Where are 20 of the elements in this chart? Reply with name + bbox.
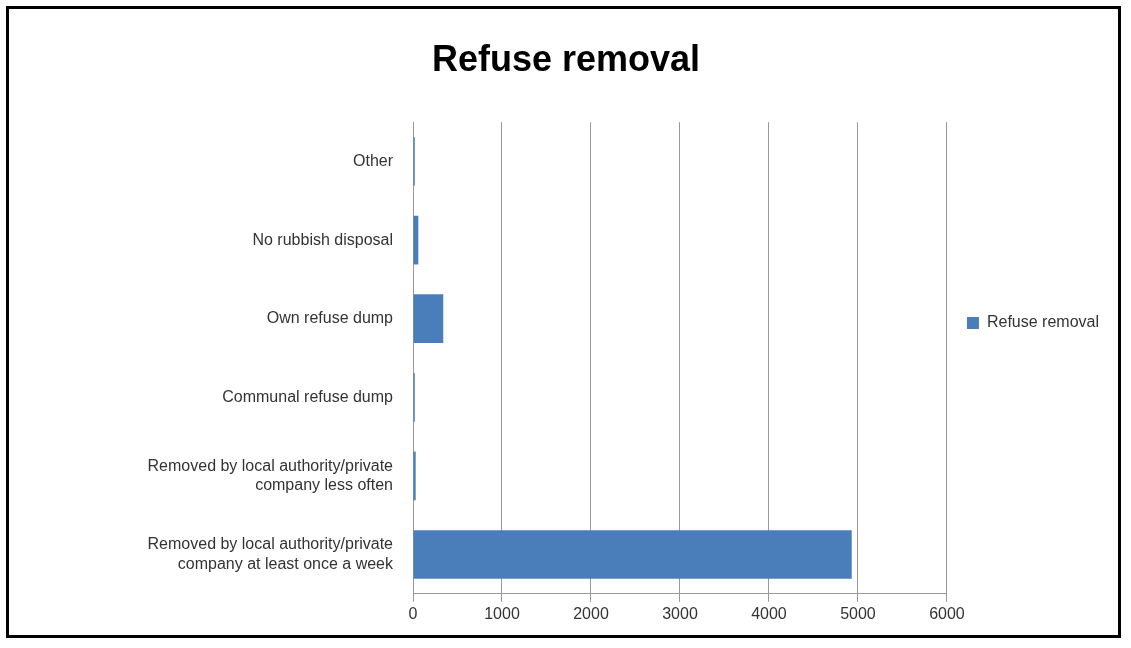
y-tick-label: Other bbox=[352, 151, 394, 169]
bar bbox=[413, 294, 444, 344]
x-tick-label: 4000 bbox=[751, 604, 787, 622]
y-tick-label: No rubbish disposal bbox=[252, 230, 393, 248]
chart-title: Refuse removal bbox=[431, 37, 701, 79]
x-tick-label: 2000 bbox=[573, 604, 609, 622]
x-tick-label: 0 bbox=[408, 604, 418, 622]
category-label: Removed by local authority/private bbox=[147, 456, 393, 474]
legend-label: Refuse removal bbox=[986, 313, 1099, 331]
x-tick-label: 1000 bbox=[484, 604, 520, 622]
category-label: Removed by local authority/private bbox=[147, 535, 393, 553]
bar bbox=[413, 530, 852, 579]
x-tick-label: 6000 bbox=[929, 604, 965, 622]
y-tick-label: Own refuse dump bbox=[266, 309, 394, 327]
x-tick-label: 3000 bbox=[662, 604, 698, 622]
y-tick-label: Communal refuse dump bbox=[222, 387, 394, 405]
category-label: company less often bbox=[255, 475, 393, 493]
x-tick-label: 5000 bbox=[840, 604, 876, 622]
category-label: company at least once a week bbox=[177, 554, 393, 572]
bar bbox=[413, 451, 416, 501]
